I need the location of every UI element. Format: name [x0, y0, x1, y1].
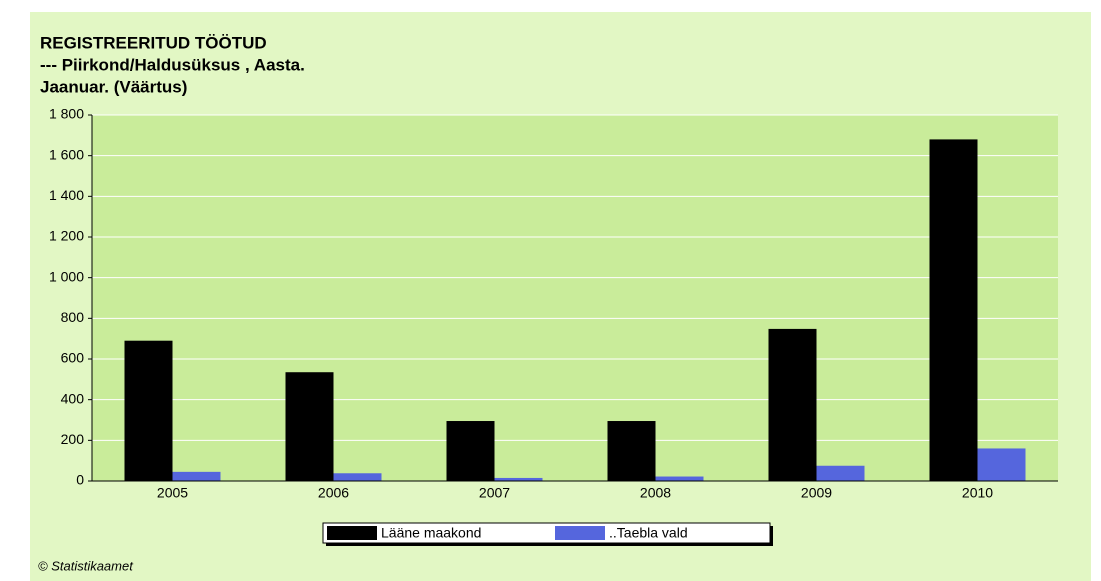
y-tick-label: 1 000	[49, 268, 84, 284]
bar	[655, 476, 704, 481]
y-tick-label: 1 600	[49, 146, 84, 162]
bar	[446, 421, 495, 481]
bar	[607, 421, 656, 481]
x-tick-label: 2007	[479, 485, 510, 501]
x-tick-label: 2005	[157, 485, 188, 501]
y-tick-label: 0	[76, 472, 84, 488]
y-tick-label: 1 800	[49, 106, 84, 122]
legend-label: Lääne maakond	[381, 525, 481, 541]
y-tick-label: 400	[61, 390, 85, 406]
x-tick-label: 2010	[962, 485, 993, 501]
bar	[494, 477, 543, 481]
x-tick-label: 2009	[801, 485, 832, 501]
bar	[333, 473, 382, 481]
bar	[977, 448, 1026, 481]
source: © Statistikaamet	[38, 558, 134, 573]
y-tick-label: 800	[61, 309, 85, 325]
y-tick-label: 600	[61, 350, 85, 366]
bar	[285, 372, 334, 481]
legend-label: ..Taebla vald	[609, 525, 688, 541]
bar	[816, 465, 865, 481]
legend-swatch	[555, 526, 605, 540]
bar	[929, 139, 978, 481]
plot-area	[92, 115, 1058, 481]
y-tick-label: 1 400	[49, 187, 84, 203]
chart-subtitle: --- Piirkond/Haldusüksus , Aasta.	[40, 55, 305, 74]
x-tick-label: 2006	[318, 485, 349, 501]
legend-swatch	[327, 526, 377, 540]
x-tick-label: 2008	[640, 485, 671, 501]
y-tick-label: 200	[61, 431, 85, 447]
chart-title: REGISTREERITUD TÖÖTUD	[40, 33, 267, 52]
chart-subtitle: Jaanuar. (Väärtus)	[40, 77, 187, 96]
legend	[322, 522, 771, 544]
bar	[768, 328, 817, 481]
bar	[124, 340, 173, 481]
bar	[172, 471, 221, 481]
y-tick-label: 1 200	[49, 228, 84, 244]
